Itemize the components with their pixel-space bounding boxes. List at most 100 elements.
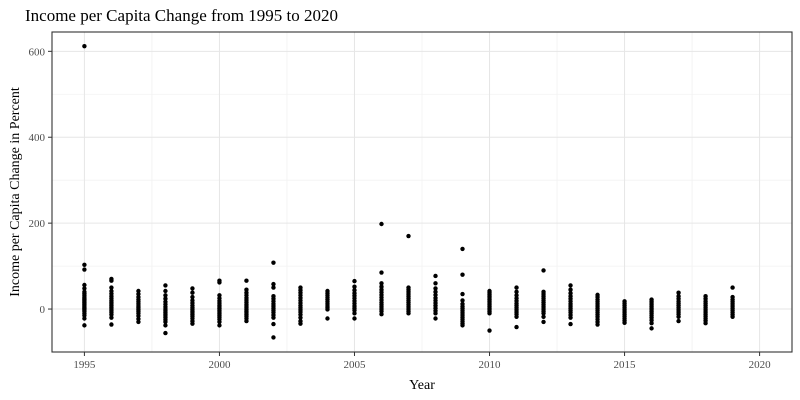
data-point — [352, 316, 357, 321]
plot-panel-border — [51, 31, 793, 353]
data-point — [568, 321, 573, 327]
data-point — [460, 272, 465, 277]
data-point — [379, 308, 384, 314]
data-point — [649, 326, 654, 331]
data-point — [730, 314, 735, 319]
data-point — [568, 290, 573, 296]
data-point — [379, 284, 384, 289]
data-point — [163, 288, 168, 294]
data-point — [379, 270, 384, 275]
data-point — [136, 316, 141, 322]
data-point — [109, 322, 114, 327]
data-point — [163, 323, 168, 328]
data-point — [487, 328, 492, 333]
data-point — [109, 312, 114, 317]
y-tick-label: 0 — [40, 304, 46, 316]
data-point — [82, 262, 87, 268]
data-point — [460, 246, 465, 252]
data-point — [649, 318, 654, 323]
data-point — [271, 285, 276, 290]
data-point — [136, 291, 141, 297]
data-point — [244, 318, 249, 324]
data-point — [541, 311, 546, 316]
data-point — [379, 221, 384, 227]
data-point — [163, 293, 168, 298]
data-point — [433, 292, 438, 298]
data-point — [163, 330, 168, 336]
data-point — [163, 283, 168, 288]
data-point — [136, 319, 141, 325]
data-point — [109, 278, 114, 283]
data-point — [325, 307, 330, 312]
data-point — [136, 288, 141, 294]
grid-lines — [52, 32, 792, 352]
data-point — [541, 314, 546, 319]
data-point — [325, 316, 330, 321]
data-point — [379, 312, 384, 317]
data-point — [514, 293, 519, 298]
x-tick-label: 2020 — [749, 359, 772, 371]
data-point — [190, 290, 195, 295]
data-point — [352, 308, 357, 313]
data-point — [109, 285, 114, 290]
data-point — [109, 315, 114, 320]
data-point — [568, 283, 573, 288]
data-point — [703, 321, 708, 326]
data-point — [217, 293, 222, 298]
chart-title: Income per Capita Change from 1995 to 20… — [25, 6, 338, 25]
data-point — [82, 267, 87, 272]
data-point — [541, 268, 546, 273]
data-point — [352, 278, 357, 284]
x-tick-label: 1995 — [73, 359, 96, 371]
data-point — [136, 313, 141, 319]
data-point — [352, 311, 357, 316]
data-point — [541, 319, 546, 325]
data-point — [190, 286, 195, 291]
data-point — [514, 289, 519, 295]
data-point — [163, 296, 168, 301]
data-point — [271, 281, 276, 287]
data-point — [298, 321, 303, 326]
data-point — [676, 318, 681, 324]
data-point — [352, 287, 357, 293]
data-point — [514, 285, 519, 290]
data-point — [217, 319, 222, 325]
x-tick-label: 2015 — [614, 359, 637, 371]
y-axis-title: Income per Capita Change in Percent — [8, 87, 23, 297]
data-point — [514, 324, 519, 330]
data-point — [352, 284, 357, 289]
data-point — [433, 316, 438, 321]
data-point — [406, 233, 411, 239]
data-point — [379, 281, 384, 286]
data-point — [676, 314, 681, 319]
x-axis-title: Year — [409, 378, 435, 393]
data-point — [163, 319, 168, 325]
data-point — [406, 311, 411, 316]
x-tick-label: 2000 — [208, 359, 231, 371]
data-point — [82, 313, 87, 318]
data-point — [433, 281, 438, 286]
data-point — [514, 314, 519, 319]
data-point — [82, 286, 87, 291]
data-point — [433, 273, 438, 279]
data-point — [271, 315, 276, 320]
data-point — [217, 323, 222, 328]
data-point — [676, 290, 681, 295]
data-point — [82, 282, 87, 288]
data-point — [190, 294, 195, 300]
data-point — [82, 43, 87, 49]
data-point — [460, 298, 465, 303]
x-tick-label: 2010 — [479, 359, 502, 371]
data-points — [82, 43, 735, 340]
data-point — [82, 323, 87, 328]
data-point — [460, 323, 465, 328]
y-tick-label: 400 — [29, 132, 46, 144]
y-tick-label: 600 — [29, 46, 46, 58]
data-point — [433, 311, 438, 316]
y-axis: 0 200 400 600 — [29, 46, 52, 316]
data-point — [730, 285, 735, 290]
data-point — [244, 287, 249, 292]
data-point — [244, 278, 249, 283]
